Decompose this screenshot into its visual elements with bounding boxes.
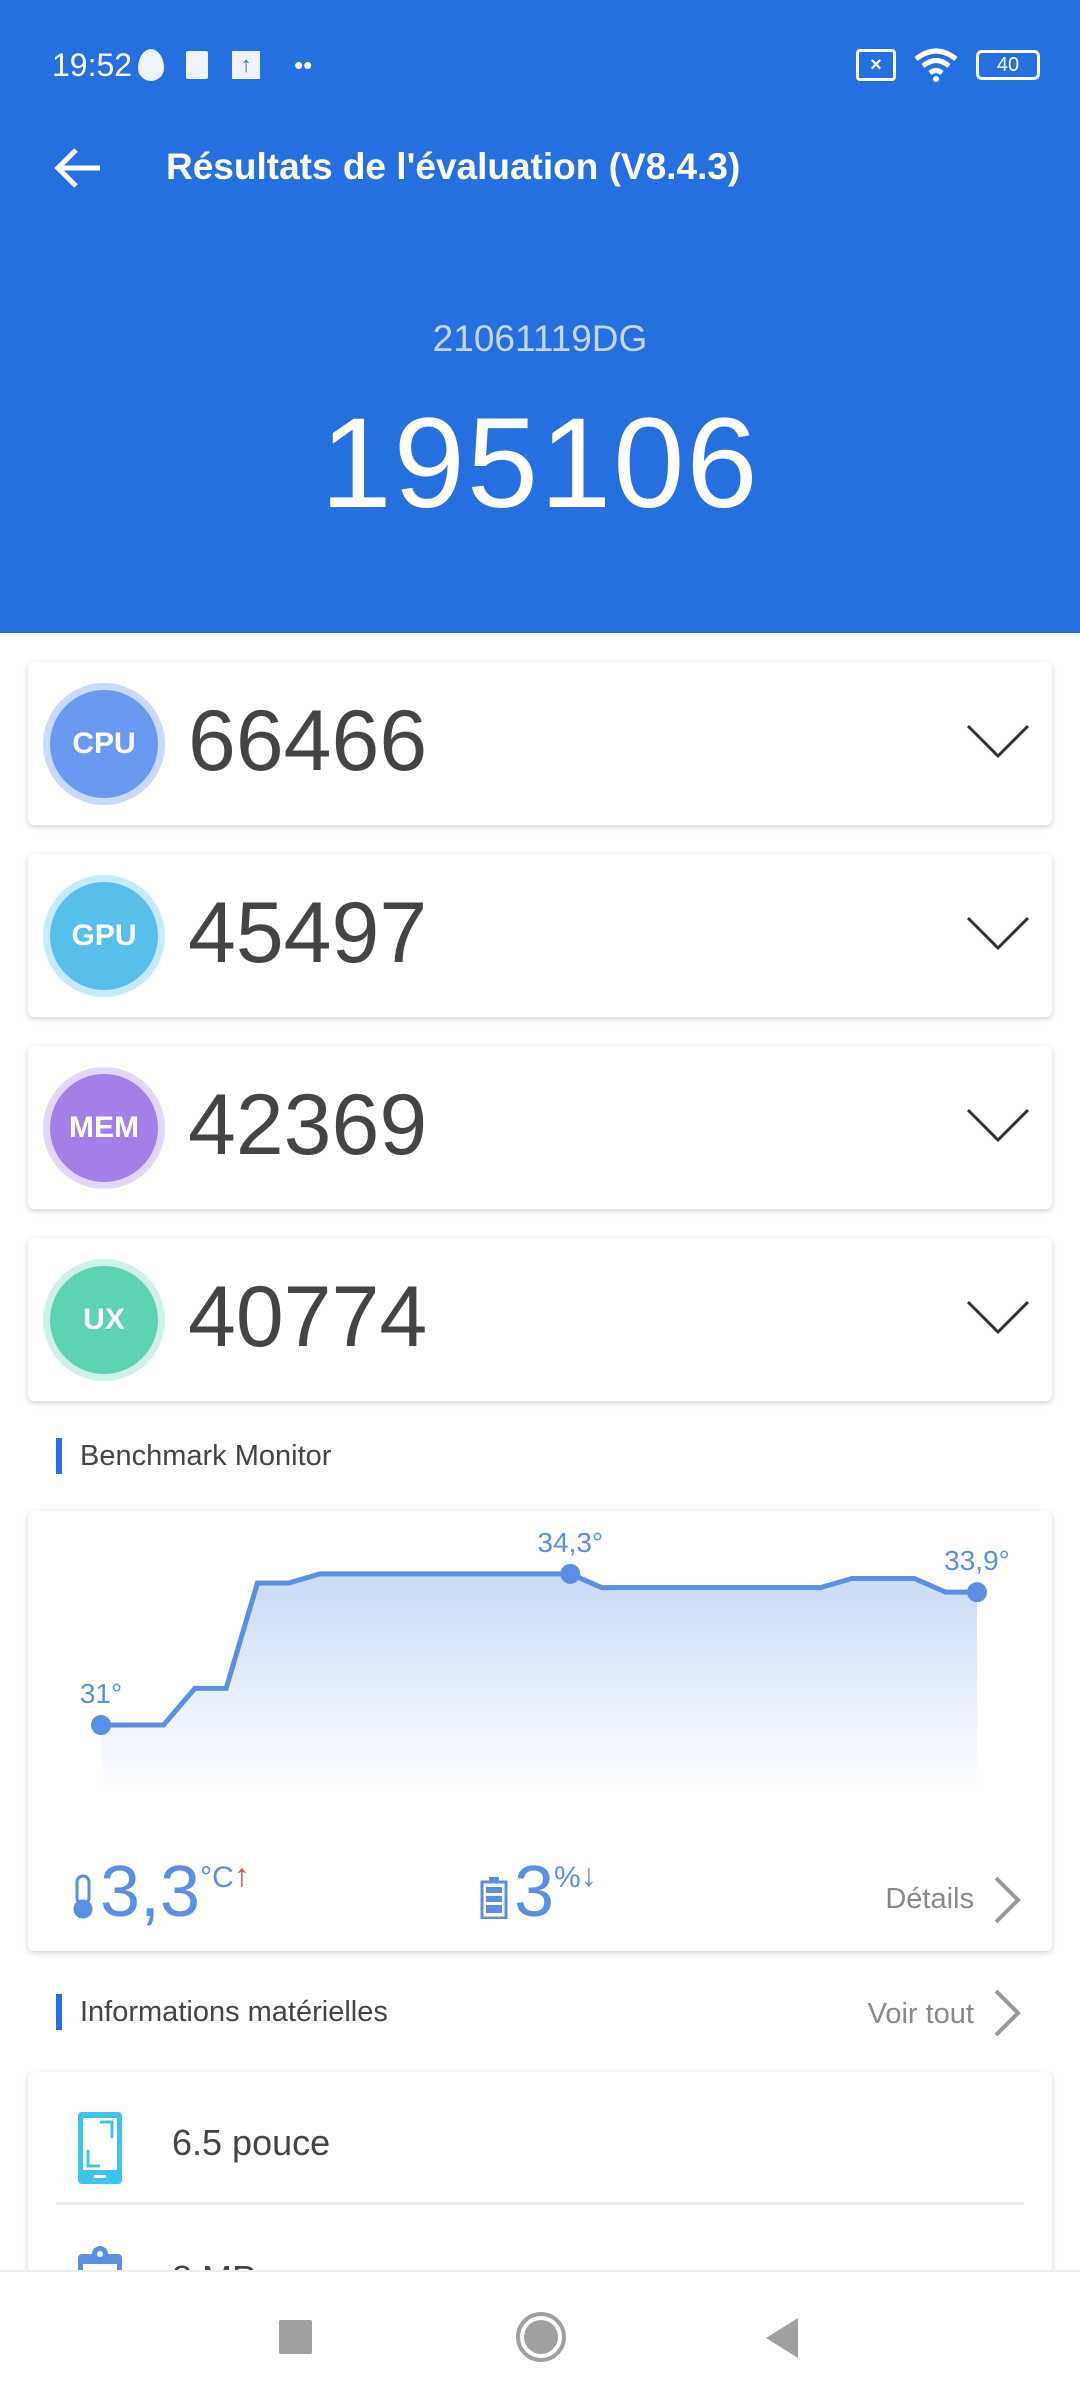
upload-icon: ↑ <box>232 51 261 79</box>
temperature-chart: 31° 34,3° 33,9° <box>80 1527 1010 1793</box>
score-card-cpu[interactable]: CPU 66466 <box>28 662 1052 825</box>
temperature-unit: °C <box>200 1861 234 1894</box>
chart-marker-label: 34,3° <box>537 1527 603 1558</box>
see-all-link[interactable]: Voir tout <box>867 1998 974 2030</box>
battery-unit: % <box>554 1861 581 1894</box>
flame-icon <box>138 49 165 81</box>
back-arrow-icon[interactable] <box>50 140 106 196</box>
battery-icon: 40 <box>976 50 1040 80</box>
screen-size: 6.5 pouce <box>172 2122 331 2163</box>
chevron-right-icon[interactable] <box>992 1988 1022 2038</box>
cpu-score: 66466 <box>188 693 428 789</box>
battery-down-arrow: ↓ <box>580 1857 597 1893</box>
benchmark-monitor-card[interactable]: 31° 34,3° 33,9° 3,3 °C ↑ 3 % ↓ Détails <box>28 1511 1052 1951</box>
device-model: 21061119DG <box>432 318 648 359</box>
navigation-bar <box>0 2270 1080 2400</box>
details-link[interactable]: Détails <box>885 1883 974 1915</box>
chevron-down-icon[interactable] <box>966 914 1030 954</box>
status-time: 19:52 <box>52 46 133 83</box>
ux-badge: UX <box>50 1266 158 1374</box>
home-button[interactable] <box>516 2312 566 2362</box>
temperature-up-arrow: ↑ <box>233 1857 250 1893</box>
chart-marker <box>560 1563 581 1584</box>
hardware-info-title: Informations matérielles <box>56 1994 388 2030</box>
temperature-delta: 3,3 <box>100 1852 201 1932</box>
mem-score: 42369 <box>188 1077 428 1173</box>
divider <box>56 2202 1024 2205</box>
wifi-icon <box>914 48 958 82</box>
battery-level-icon <box>480 1877 508 1919</box>
chart-marker-label: 33,9° <box>944 1545 1010 1576</box>
page-title: Résultats de l'évaluation (V8.4.3) <box>166 146 741 187</box>
chart-marker <box>91 1715 111 1735</box>
score-card-mem[interactable]: MEM 42369 <box>28 1046 1052 1209</box>
chevron-down-icon[interactable] <box>966 1298 1030 1338</box>
back-button[interactable] <box>766 2318 800 2358</box>
total-score: 195106 <box>320 392 760 535</box>
chart-line <box>101 1571 977 1728</box>
more-dots-icon: •• <box>294 49 313 80</box>
benchmark-monitor-title: Benchmark Monitor <box>56 1438 331 1474</box>
no-sim-icon: × <box>856 49 896 81</box>
chevron-down-icon[interactable] <box>966 1106 1030 1146</box>
chevron-down-icon[interactable] <box>966 722 1030 762</box>
status-bar: 19:52 ↑ •• × 40 <box>52 42 1040 88</box>
gpu-score: 45497 <box>188 885 428 981</box>
thermometer-icon <box>73 1874 93 1919</box>
gpu-badge: GPU <box>50 882 158 990</box>
battery-delta: 3 <box>514 1852 555 1932</box>
chart-area <box>101 1573 977 1793</box>
phone-screen-icon <box>78 2112 122 2184</box>
mem-badge: MEM <box>50 1074 158 1182</box>
ux-score: 40774 <box>188 1269 428 1365</box>
trash-icon <box>186 51 209 79</box>
score-card-ux[interactable]: UX 40774 <box>28 1238 1052 1401</box>
header: 19:52 ↑ •• × 40 Résultats de l'évaluatio… <box>0 0 1080 633</box>
score-card-gpu[interactable]: GPU 45497 <box>28 854 1052 1017</box>
battery-level: 40 <box>996 54 1020 76</box>
chevron-right-icon[interactable] <box>992 1875 1022 1925</box>
cpu-badge: CPU <box>50 690 158 798</box>
recents-button[interactable] <box>279 2320 312 2354</box>
chart-marker <box>967 1582 987 1603</box>
chart-marker-label: 31° <box>80 1678 122 1709</box>
